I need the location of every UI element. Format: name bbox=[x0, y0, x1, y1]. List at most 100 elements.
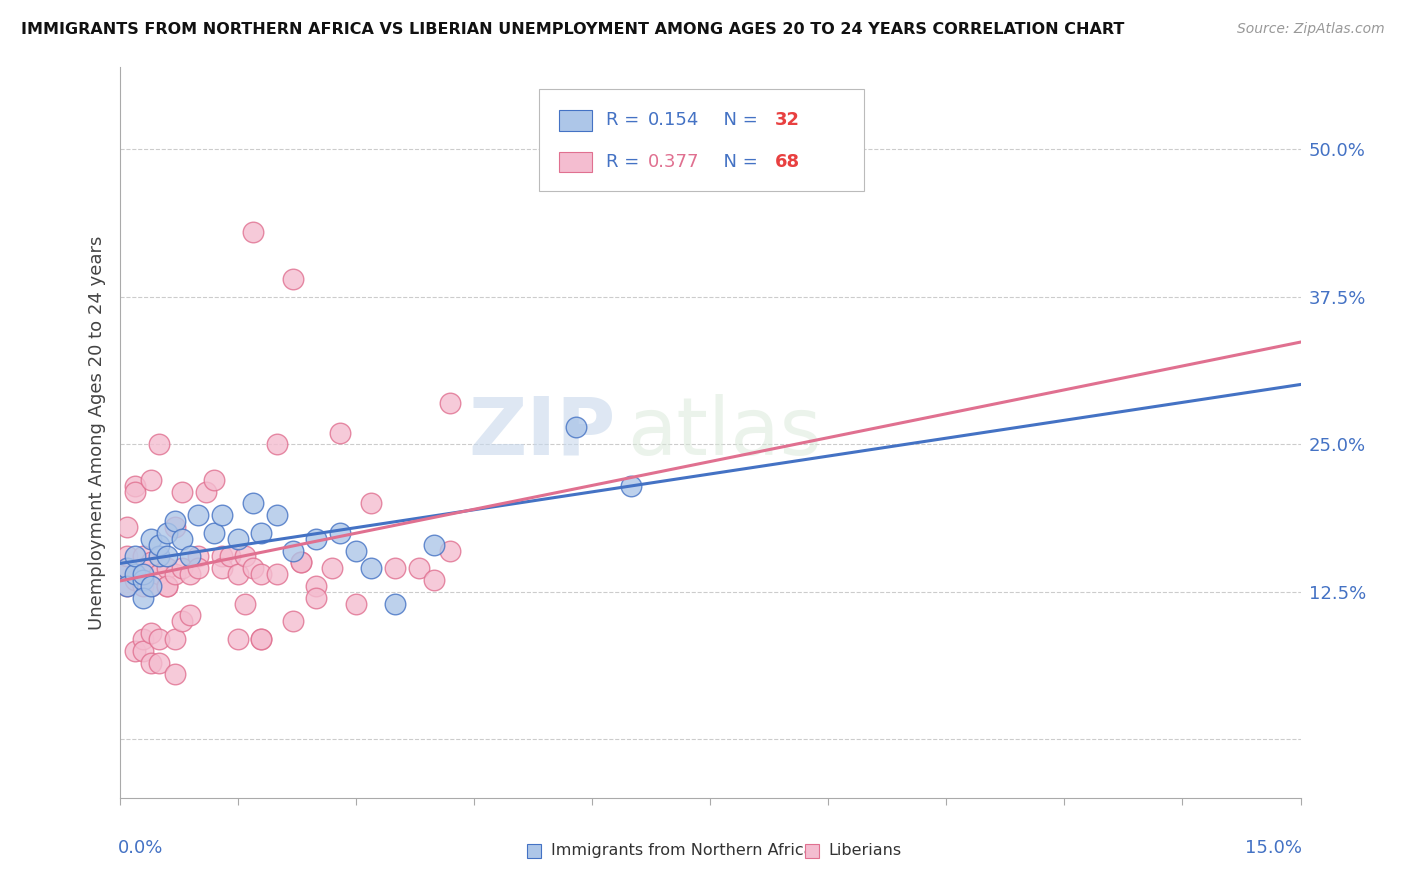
Text: Source: ZipAtlas.com: Source: ZipAtlas.com bbox=[1237, 22, 1385, 37]
Point bbox=[139, 555, 162, 569]
Point bbox=[132, 644, 155, 658]
Text: N =: N = bbox=[713, 153, 763, 171]
Point bbox=[250, 567, 273, 582]
Point bbox=[329, 525, 352, 540]
Point bbox=[360, 496, 382, 510]
Point bbox=[226, 567, 249, 582]
Point bbox=[242, 561, 264, 575]
Point bbox=[117, 579, 139, 593]
Point bbox=[132, 561, 155, 575]
Text: IMMIGRANTS FROM NORTHERN AFRICA VS LIBERIAN UNEMPLOYMENT AMONG AGES 20 TO 24 YEA: IMMIGRANTS FROM NORTHERN AFRICA VS LIBER… bbox=[21, 22, 1125, 37]
Point bbox=[132, 549, 155, 564]
Point bbox=[179, 567, 201, 582]
Point bbox=[132, 591, 155, 605]
Point bbox=[235, 597, 257, 611]
Point bbox=[202, 525, 225, 540]
Point bbox=[344, 597, 367, 611]
Text: R =: R = bbox=[606, 112, 645, 129]
Text: Liberians: Liberians bbox=[828, 843, 901, 858]
Text: 15.0%: 15.0% bbox=[1244, 838, 1302, 856]
Point bbox=[321, 561, 343, 575]
Point bbox=[139, 579, 162, 593]
Point bbox=[172, 561, 194, 575]
Point bbox=[163, 520, 186, 534]
Point bbox=[117, 561, 139, 575]
Point bbox=[148, 632, 170, 646]
Point bbox=[211, 561, 233, 575]
FancyBboxPatch shape bbox=[538, 89, 863, 191]
Point bbox=[156, 525, 179, 540]
Point bbox=[218, 549, 240, 564]
Point bbox=[305, 579, 328, 593]
Point bbox=[117, 549, 139, 564]
Point bbox=[124, 644, 146, 658]
Point bbox=[620, 479, 643, 493]
Y-axis label: Unemployment Among Ages 20 to 24 years: Unemployment Among Ages 20 to 24 years bbox=[87, 235, 105, 630]
Point bbox=[124, 479, 146, 493]
Point bbox=[172, 484, 194, 499]
Point bbox=[172, 532, 194, 546]
Text: atlas: atlas bbox=[627, 393, 821, 472]
Point bbox=[187, 508, 209, 523]
Point bbox=[124, 484, 146, 499]
Point bbox=[139, 532, 162, 546]
Point bbox=[202, 473, 225, 487]
Point bbox=[179, 549, 201, 564]
Point bbox=[187, 561, 209, 575]
Point bbox=[139, 656, 162, 670]
Point bbox=[290, 555, 312, 569]
FancyBboxPatch shape bbox=[804, 844, 818, 858]
Point bbox=[139, 579, 162, 593]
Point bbox=[156, 579, 179, 593]
Point bbox=[163, 567, 186, 582]
Text: 32: 32 bbox=[775, 112, 800, 129]
Point bbox=[281, 543, 304, 558]
Point bbox=[148, 656, 170, 670]
Text: Immigrants from Northern Africa: Immigrants from Northern Africa bbox=[551, 843, 813, 858]
Point bbox=[163, 514, 186, 528]
Point bbox=[148, 567, 170, 582]
Point bbox=[156, 579, 179, 593]
Text: 0.0%: 0.0% bbox=[118, 838, 163, 856]
Point bbox=[384, 561, 406, 575]
Point bbox=[226, 632, 249, 646]
Point bbox=[408, 561, 430, 575]
Point bbox=[139, 473, 162, 487]
Point bbox=[124, 549, 146, 564]
Point bbox=[235, 549, 257, 564]
Point bbox=[281, 272, 304, 286]
Point bbox=[250, 632, 273, 646]
Point bbox=[250, 632, 273, 646]
Point bbox=[305, 591, 328, 605]
Point bbox=[290, 555, 312, 569]
Point bbox=[266, 508, 288, 523]
Text: ZIP: ZIP bbox=[468, 393, 616, 472]
Point bbox=[132, 632, 155, 646]
FancyBboxPatch shape bbox=[558, 152, 592, 172]
Point bbox=[163, 632, 186, 646]
Point bbox=[163, 667, 186, 681]
Point bbox=[179, 608, 201, 623]
Text: 0.377: 0.377 bbox=[647, 153, 699, 171]
Point bbox=[266, 437, 288, 451]
Point bbox=[132, 567, 155, 582]
Point bbox=[148, 538, 170, 552]
Point bbox=[305, 532, 328, 546]
Text: 0.154: 0.154 bbox=[647, 112, 699, 129]
Point bbox=[423, 538, 446, 552]
Point bbox=[117, 579, 139, 593]
Point bbox=[156, 549, 179, 564]
FancyBboxPatch shape bbox=[527, 844, 541, 858]
Point bbox=[211, 549, 233, 564]
Point bbox=[139, 626, 162, 640]
Point bbox=[242, 496, 264, 510]
Point bbox=[148, 437, 170, 451]
Point bbox=[172, 615, 194, 629]
Point bbox=[132, 579, 155, 593]
Point bbox=[439, 543, 461, 558]
Point bbox=[124, 573, 146, 587]
Point bbox=[226, 532, 249, 546]
Point bbox=[187, 549, 209, 564]
Point bbox=[124, 567, 146, 582]
Point bbox=[423, 573, 446, 587]
